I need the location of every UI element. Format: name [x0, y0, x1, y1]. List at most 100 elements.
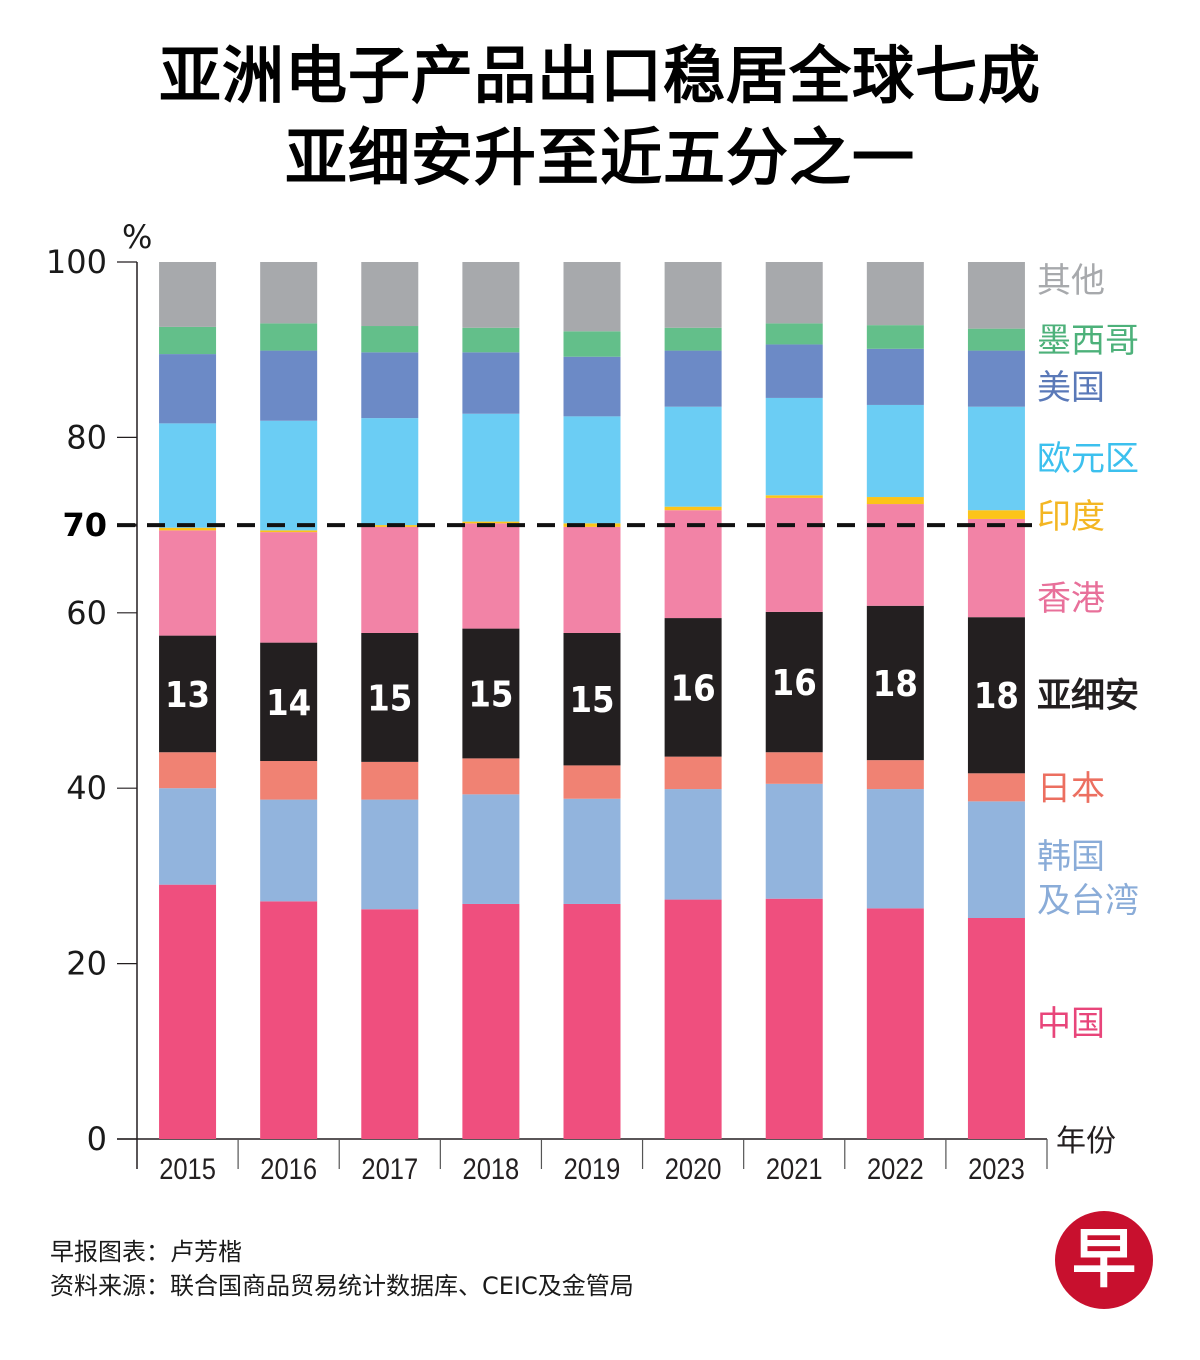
bar-segment: [967, 518, 1025, 618]
legend-item: 其他: [1037, 261, 1105, 301]
legend-item: 美国: [1037, 368, 1105, 408]
bar-segment: [563, 416, 621, 524]
bar-segment: [563, 331, 621, 357]
bar-segment: [967, 328, 1025, 351]
bar-segment: [361, 909, 419, 1139]
legend-item: 韩国: [1037, 837, 1105, 877]
bar-segment: [866, 348, 924, 405]
data-source: 资料来源：联合国商品贸易统计数据库、CEIC及金管局: [50, 1272, 634, 1300]
bar-segment: [967, 510, 1025, 519]
bar-stack: [462, 262, 520, 1139]
bar-segment: [866, 605, 924, 761]
bar-segment: [361, 632, 419, 762]
bar-segment: [260, 350, 318, 421]
bar-segment: [765, 495, 823, 498]
data-label: 18: [873, 664, 918, 705]
bar-segment: [260, 642, 318, 762]
bar-stack: [664, 262, 722, 1139]
bar-segment: [765, 497, 823, 612]
bar-segment: [159, 752, 217, 789]
chart-credit: 早报图表：卢芳楷: [50, 1238, 242, 1266]
bar-segment: [563, 262, 621, 332]
bar-segment: [159, 354, 217, 424]
chart-title-line-1: 亚洲电子产品出口稳居全球七成: [158, 39, 1041, 112]
bar-segment: [664, 262, 722, 328]
bar-segment: [866, 325, 924, 349]
bar-segment: [765, 898, 823, 1139]
bar-segment: [664, 350, 722, 407]
bar-segment: [462, 262, 520, 328]
bar-segment: [361, 761, 419, 800]
bar-segment: [866, 760, 924, 790]
bar-segment: [159, 884, 217, 1139]
data-label: 18: [974, 676, 1019, 717]
bar-segment: [159, 788, 217, 885]
y-tick-label: 80: [66, 418, 107, 456]
legend-item: 香港: [1037, 579, 1105, 619]
bar-segment: [462, 523, 520, 629]
bar-segment: [462, 327, 520, 353]
data-label: 15: [367, 678, 412, 719]
bar-segment: [563, 523, 621, 527]
bar-segment: [563, 798, 621, 904]
bar-stack: [967, 262, 1025, 1139]
labels: 13 14 15 15 15 16 16 18 18: [165, 663, 1019, 724]
data-label: 16: [772, 663, 817, 704]
bar-stack: [159, 262, 217, 1139]
bars: [159, 262, 1025, 1139]
bar-segment: [563, 632, 621, 766]
x-axis-title: 年份: [1056, 1124, 1116, 1159]
data-label: 13: [165, 675, 210, 716]
bar-stack: [866, 262, 924, 1139]
data-label: 15: [468, 674, 513, 715]
bar-segment: [967, 801, 1025, 918]
y-tick-label: 40: [66, 769, 107, 807]
bar-segment: [462, 794, 520, 904]
bar-segment: [563, 526, 621, 633]
bar-segment: [664, 510, 722, 619]
x-tick-label: 2019: [564, 1152, 621, 1185]
bar-segment: [462, 352, 520, 414]
bar-segment: [361, 262, 419, 327]
bar-segment: [664, 618, 722, 757]
data-label: 14: [266, 683, 311, 724]
bar-segment: [260, 901, 318, 1139]
bar-segment: [967, 917, 1025, 1139]
legend-item: 中国: [1037, 1004, 1105, 1044]
y-axis-unit: %: [122, 218, 152, 256]
bar-segment: [563, 765, 621, 799]
y-tick-label: 20: [66, 945, 107, 983]
bar-segment: [361, 526, 419, 633]
bar-stack: [563, 262, 621, 1139]
bar-segment: [260, 323, 318, 351]
y-tick-label: 100: [46, 243, 107, 281]
y-tick-label: 0: [87, 1120, 107, 1158]
x-tick-label: 2021: [766, 1152, 823, 1185]
data-label: 16: [671, 668, 716, 709]
bar-segment: [765, 397, 823, 496]
bar-segment: [361, 418, 419, 526]
x-tick-label: 2015: [159, 1152, 216, 1185]
bar-segment: [765, 611, 823, 753]
legend-item-line2: 及台湾: [1037, 881, 1139, 921]
axes: 0 20 40 60 80 100% 70 2015 2016 2017 2018 2019 2020 2…: [46, 218, 1116, 1185]
bar-segment: [866, 908, 924, 1139]
legend-item: 日本: [1037, 769, 1105, 809]
bar-segment: [159, 527, 217, 531]
bar-segment: [462, 521, 520, 524]
x-tick-label: 2017: [361, 1152, 418, 1185]
x-tick-label: 2020: [665, 1152, 722, 1185]
x-tick-label: 2023: [968, 1152, 1025, 1185]
bar-segment: [967, 406, 1025, 511]
bar-segment: [159, 326, 217, 355]
y-tick-label: 60: [66, 594, 107, 632]
bar-segment: [462, 413, 520, 522]
bar-segment: [664, 406, 722, 507]
bar-segment: [866, 789, 924, 909]
zaobao-logo: 早: [1055, 1211, 1153, 1309]
bar-segment: [159, 423, 217, 528]
reference-line-label: 70: [62, 506, 107, 544]
bar-stack: [765, 262, 823, 1139]
